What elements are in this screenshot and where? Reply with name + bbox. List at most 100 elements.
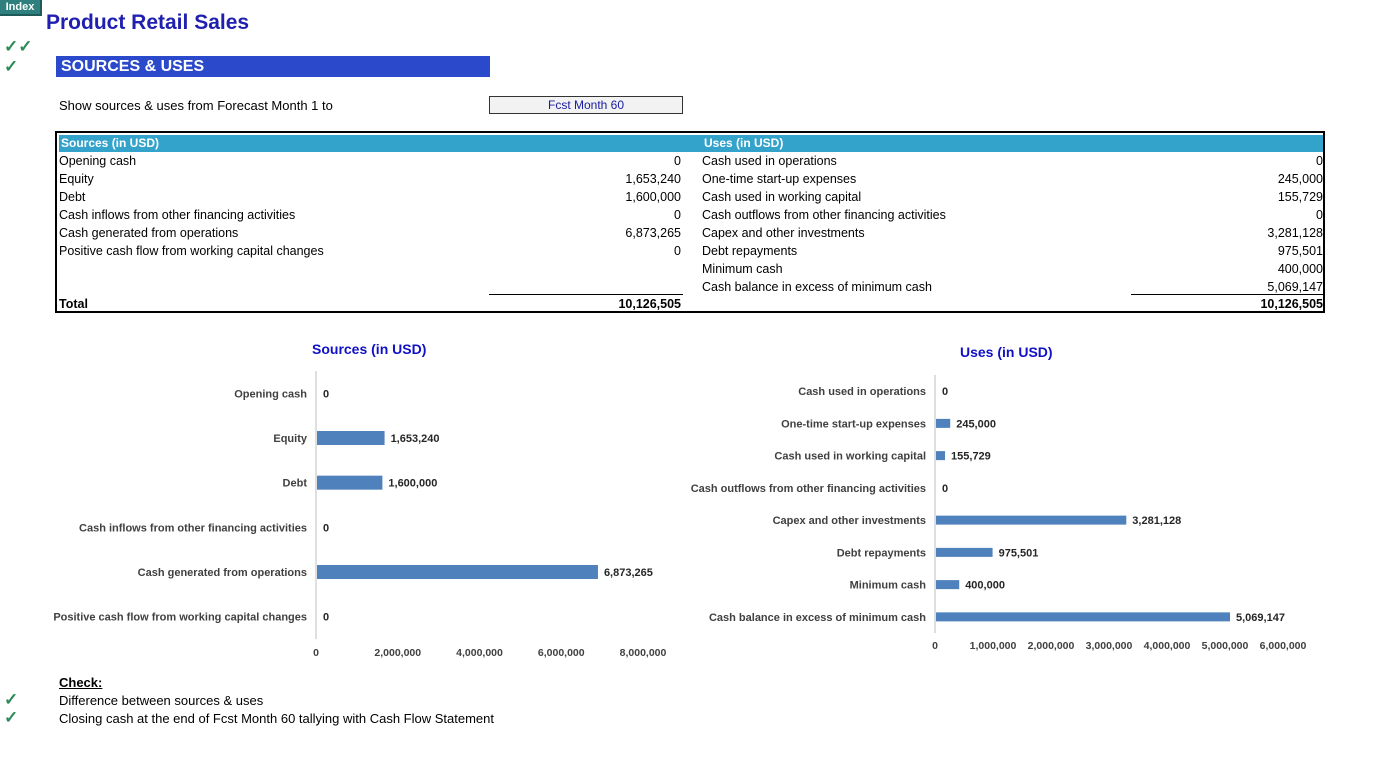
category-label: Capex and other investments <box>773 515 926 527</box>
total-label: Total <box>59 297 88 311</box>
uses-row-label: Cash used in working capital <box>702 190 862 204</box>
sources-total: 10,126,505 <box>618 297 681 311</box>
bar <box>936 451 946 461</box>
uses-row-value: 975,501 <box>1277 244 1323 258</box>
tick-label: 2,000,000 <box>374 647 421 659</box>
bar <box>317 565 598 579</box>
category-label: Cash used in operations <box>798 386 926 398</box>
uses-total: 10,126,505 <box>1260 297 1323 311</box>
tick-label: 8,000,000 <box>620 647 667 659</box>
uses-row-value: 400,000 <box>1277 262 1323 276</box>
uses-row-value: 0 <box>1316 208 1323 222</box>
uses-row-label: One-time start-up expenses <box>702 172 857 186</box>
bar <box>936 418 951 428</box>
category-label: Debt repayments <box>837 547 926 559</box>
category-label: Opening cash <box>234 388 307 400</box>
uses-row-value: 5,069,147 <box>1267 280 1323 294</box>
check-icon: ✓ <box>4 708 19 727</box>
tick-label: 6,000,000 <box>538 647 585 659</box>
sources-row-value: 1,653,240 <box>625 172 681 186</box>
data-label: 5,069,147 <box>1236 612 1285 624</box>
check-icon: ✓ <box>4 690 19 709</box>
check-icon: ✓ <box>4 57 19 76</box>
data-label: 0 <box>942 386 948 398</box>
uses-row-label: Cash outflows from other financing activ… <box>702 208 946 222</box>
sources-row-label: Positive cash flow from working capital … <box>59 244 324 258</box>
uses-row-value: 155,729 <box>1277 190 1323 204</box>
sources-row-label: Cash inflows from other financing activi… <box>59 208 296 222</box>
tick-label: 2,000,000 <box>1028 640 1075 652</box>
category-label: One-time start-up expenses <box>781 418 926 430</box>
data-label: 0 <box>323 522 329 534</box>
section-banner: SOURCES & USES <box>56 56 490 77</box>
check-item-label: Closing cash at the end of Fcst Month 60… <box>59 711 494 726</box>
index-tab[interactable]: Index <box>0 0 42 16</box>
sources-chart: Opening cash 0 Equity 1,653,240 Debt 1,600,00… <box>53 371 667 659</box>
data-label: 0 <box>942 483 948 495</box>
data-label: 155,729 <box>951 451 991 463</box>
category-label: Equity <box>273 433 307 445</box>
sources-header: Sources (in USD) <box>59 135 702 152</box>
bar <box>936 515 1127 525</box>
bar <box>317 475 383 490</box>
tick-label: 0 <box>932 640 938 652</box>
tick-label: 5,000,000 <box>1202 640 1249 652</box>
sources-uses-table: Sources (in USD) Uses (in USD) Opening c… <box>55 131 1325 313</box>
uses-row-label: Debt repayments <box>702 244 798 258</box>
tick-label: 1,000,000 <box>970 640 1017 652</box>
double-check-icon: ✓✓ <box>4 37 33 56</box>
data-label: 400,000 <box>965 580 1005 592</box>
bar <box>936 612 1231 622</box>
forecast-selector-label: Show sources & uses from Forecast Month … <box>59 98 333 113</box>
category-label: Cash balance in excess of minimum cash <box>709 612 926 624</box>
uses-row-value: 3,281,128 <box>1267 226 1323 240</box>
uses-chart-title: Uses (in USD) <box>960 344 1053 360</box>
category-label: Cash outflows from other financing activ… <box>691 483 926 495</box>
uses-row-value: 0 <box>1316 154 1323 168</box>
uses-row-label: Capex and other investments <box>702 226 865 240</box>
uses-header: Uses (in USD) <box>702 135 1323 152</box>
data-label: 0 <box>323 612 329 624</box>
tick-label: 4,000,000 <box>456 647 503 659</box>
tick-label: 6,000,000 <box>1260 640 1307 652</box>
sources-row-label: Equity <box>59 172 94 186</box>
uses-row-label: Cash balance in excess of minimum cash <box>702 280 932 294</box>
category-label: Minimum cash <box>850 580 927 592</box>
sources-row-label: Debt <box>59 190 86 204</box>
uses-row-label: Cash used in operations <box>702 154 837 168</box>
page-title: Product Retail Sales <box>46 11 250 34</box>
bar <box>317 431 385 445</box>
sources-total-rule <box>489 294 683 295</box>
forecast-month-select[interactable]: Fcst Month 60 <box>489 96 683 114</box>
sources-chart-title: Sources (in USD) <box>312 341 427 357</box>
bar <box>936 580 960 590</box>
data-label: 1,653,240 <box>391 433 440 445</box>
uses-chart: Cash used in operations 0 One-time start-u… <box>691 375 1307 652</box>
data-label: 0 <box>323 388 329 400</box>
sources-row-value: 0 <box>674 244 681 258</box>
check-item-label: Difference between sources & uses <box>59 693 264 708</box>
data-label: 1,600,000 <box>388 478 437 490</box>
data-label: 3,281,128 <box>1132 515 1181 527</box>
category-label: Cash used in working capital <box>774 451 926 463</box>
category-label: Positive cash flow from working capital … <box>53 612 307 624</box>
uses-total-rule <box>1131 294 1325 295</box>
category-label: Cash inflows from other financing activi… <box>79 522 307 534</box>
bar <box>936 547 993 557</box>
category-label: Cash generated from operations <box>138 567 307 579</box>
check-heading: Check: <box>59 675 103 690</box>
sources-row-label: Cash generated from operations <box>59 226 239 240</box>
uses-row-label: Minimum cash <box>702 262 783 276</box>
sources-row-value: 6,873,265 <box>625 226 681 240</box>
category-label: Debt <box>283 478 308 490</box>
tick-label: 0 <box>313 647 319 659</box>
data-label: 245,000 <box>956 418 996 430</box>
tick-label: 4,000,000 <box>1144 640 1191 652</box>
sources-row-value: 0 <box>674 154 681 168</box>
sources-row-label: Opening cash <box>59 154 137 168</box>
sources-row-value: 0 <box>674 208 681 222</box>
tick-label: 3,000,000 <box>1086 640 1133 652</box>
sources-row-value: 1,600,000 <box>625 190 681 204</box>
data-label: 975,501 <box>999 547 1039 559</box>
uses-row-value: 245,000 <box>1277 172 1323 186</box>
